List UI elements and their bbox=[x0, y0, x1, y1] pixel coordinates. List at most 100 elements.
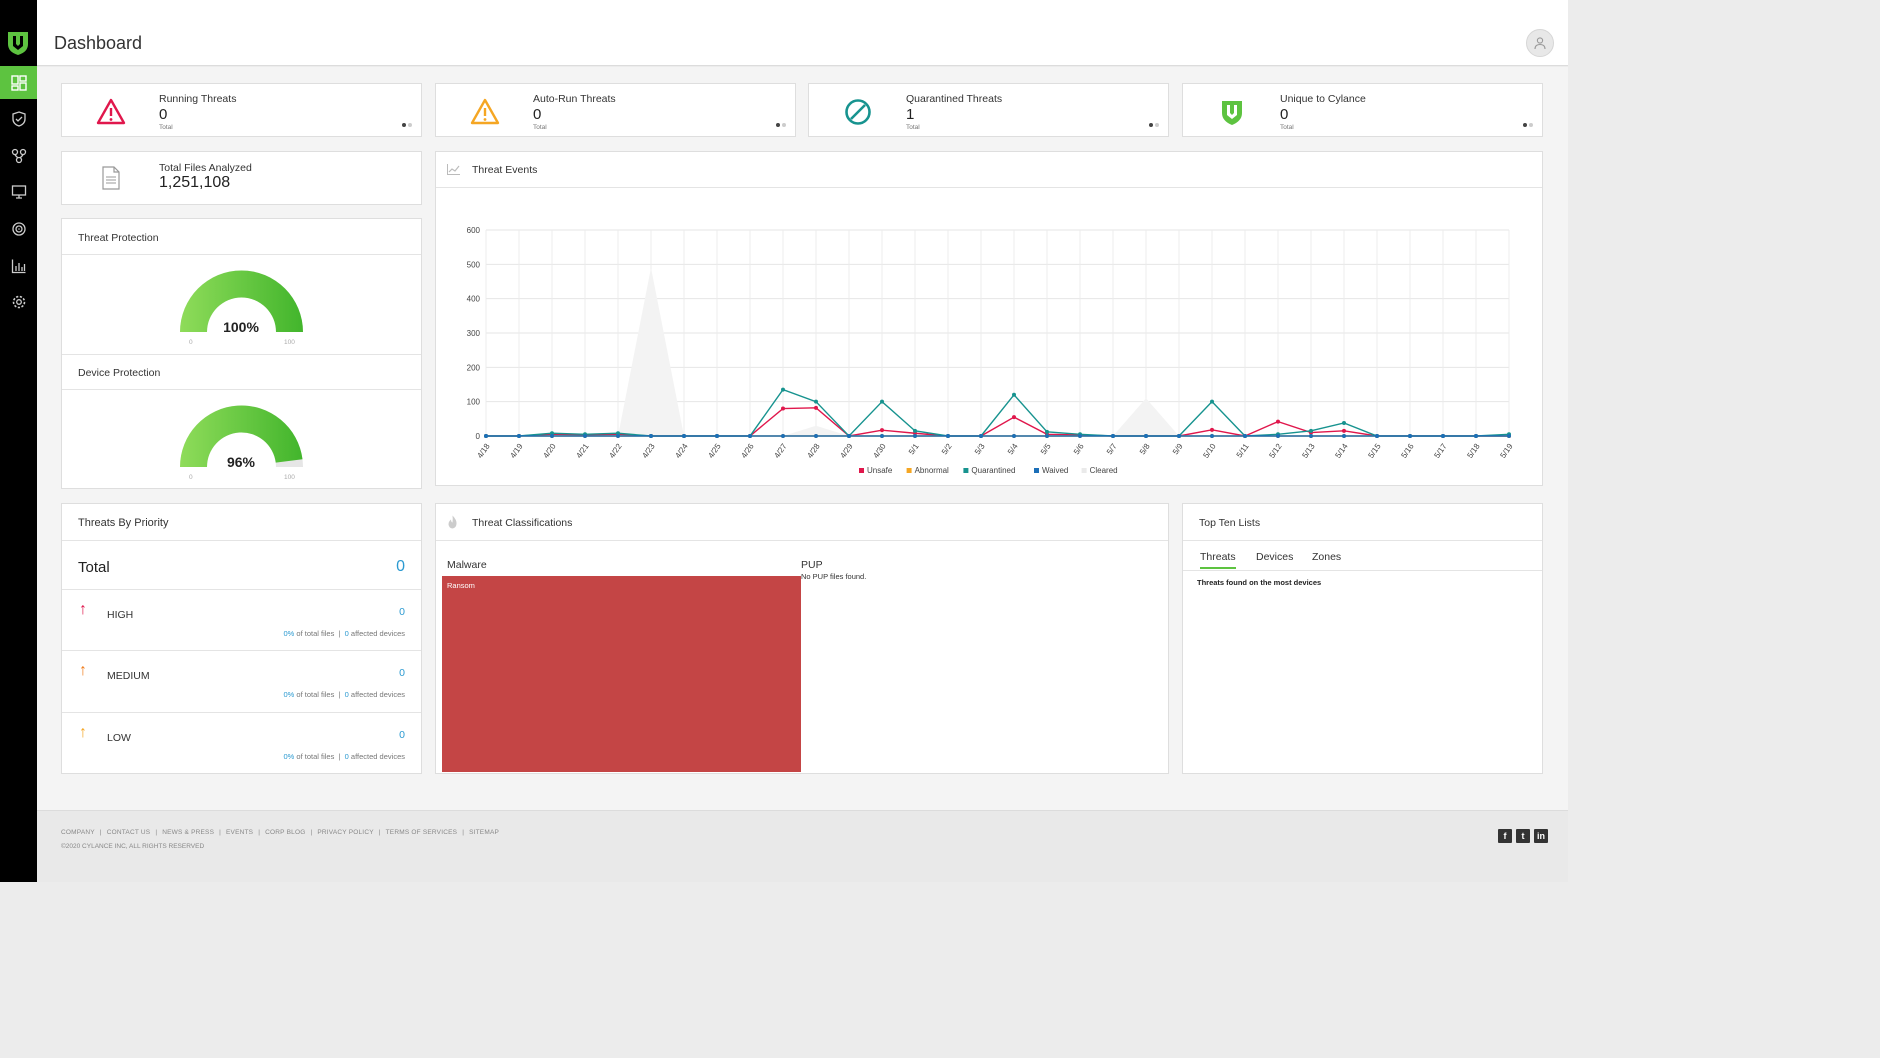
data-point-quarantined bbox=[781, 387, 785, 392]
data-point-unsafe bbox=[1276, 419, 1280, 424]
x-tick-label: 5/11 bbox=[1235, 442, 1251, 460]
stat-label: Auto-Run Threats bbox=[533, 93, 616, 105]
stat-label: Running Threats bbox=[159, 93, 237, 105]
linkedin-icon[interactable]: in bbox=[1534, 829, 1548, 843]
nav-settings[interactable] bbox=[0, 285, 37, 318]
priority-count[interactable]: 0 bbox=[399, 729, 405, 741]
priority-row-medium[interactable]: ↑ MEDIUM 0 0% of total files | 0 affecte… bbox=[62, 650, 421, 711]
nav-zones[interactable] bbox=[0, 139, 37, 172]
data-point-unsafe bbox=[1012, 415, 1016, 420]
warning-orange-icon bbox=[470, 98, 500, 125]
data-point-waived bbox=[1177, 434, 1181, 438]
tab-devices[interactable]: Devices bbox=[1256, 551, 1294, 563]
data-point-unsafe bbox=[1342, 428, 1346, 433]
nav-protect[interactable] bbox=[0, 212, 37, 245]
running-threats-card[interactable]: Running Threats 0 Total bbox=[61, 83, 422, 137]
x-tick-label: 5/2 bbox=[940, 442, 954, 457]
footer-link-company[interactable]: COMPANY bbox=[61, 829, 95, 836]
twitter-icon[interactable]: t bbox=[1516, 829, 1530, 843]
data-point-quarantined bbox=[616, 431, 620, 436]
footer-links: COMPANY | CONTACT US | NEWS & PRESS | EVENT… bbox=[61, 829, 500, 836]
warning-red-icon bbox=[96, 98, 126, 125]
x-tick-label: 4/26 bbox=[739, 442, 756, 460]
legend-label: Waived bbox=[1042, 466, 1068, 475]
footer-link-blog[interactable]: CORP BLOG bbox=[265, 829, 306, 836]
data-point-waived bbox=[1441, 434, 1445, 438]
data-point-waived bbox=[550, 434, 554, 438]
cylance-logo-icon[interactable] bbox=[6, 30, 30, 56]
classifications-title: Threat Classifications bbox=[472, 517, 573, 529]
quarantine-icon bbox=[845, 99, 871, 125]
data-point-waived bbox=[1111, 434, 1115, 438]
data-point-waived bbox=[1507, 434, 1511, 438]
devices-value: 0 bbox=[344, 629, 349, 638]
dashboard-icon bbox=[10, 74, 27, 91]
threat-protection-gauge-fill bbox=[180, 270, 303, 332]
device-protection-max: 100 bbox=[284, 474, 295, 481]
carousel-dots[interactable] bbox=[402, 123, 412, 127]
data-point-unsafe bbox=[814, 405, 818, 410]
threat-events-card: Threat Events 0 100 200 300 400 500 600 4/18 4/1… bbox=[435, 151, 1543, 486]
y-tick-label: 0 bbox=[476, 432, 481, 441]
data-point-quarantined bbox=[880, 399, 884, 404]
priority-stats: 0% of total files | 0 affected devices bbox=[283, 690, 405, 699]
data-point-waived bbox=[748, 434, 752, 438]
footer-link-terms[interactable]: TERMS OF SERVICES bbox=[385, 829, 458, 836]
x-tick-label: 5/9 bbox=[1171, 442, 1185, 457]
threat-protection-title: Threat Protection bbox=[78, 232, 159, 244]
x-tick-label: 4/27 bbox=[772, 442, 789, 460]
footer-link-events[interactable]: EVENTS bbox=[226, 829, 254, 836]
footer-link-contact[interactable]: CONTACT US bbox=[106, 829, 151, 836]
priority-row-low[interactable]: ↑ LOW 0 0% of total files | 0 affected d… bbox=[62, 712, 421, 773]
legend-swatch bbox=[1034, 468, 1039, 473]
legend-swatch bbox=[859, 468, 864, 473]
tab-threats[interactable]: Threats bbox=[1200, 551, 1236, 569]
data-point-waived bbox=[682, 434, 686, 438]
data-point-waived bbox=[1309, 434, 1313, 438]
x-tick-label: 5/5 bbox=[1039, 442, 1053, 457]
ransom-label: Ransom bbox=[447, 581, 475, 590]
priority-count[interactable]: 0 bbox=[399, 606, 405, 618]
devices-text: affected devices bbox=[350, 752, 405, 761]
legend-swatch bbox=[1081, 468, 1087, 473]
data-point-waived bbox=[1342, 434, 1346, 438]
facebook-icon[interactable]: f bbox=[1498, 829, 1512, 843]
legend-swatch bbox=[963, 468, 969, 473]
priority-row-high[interactable]: ↑ HIGH 0 0% of total files | 0 affected … bbox=[62, 589, 421, 650]
stat-sub: Total bbox=[1280, 124, 1294, 131]
data-point-waived bbox=[979, 434, 983, 438]
data-point-quarantined bbox=[1342, 420, 1346, 425]
nav-devices[interactable] bbox=[0, 175, 37, 208]
priority-total-value[interactable]: 0 bbox=[396, 558, 405, 575]
carousel-dots[interactable] bbox=[1149, 123, 1159, 127]
data-point-waived bbox=[847, 434, 851, 438]
unique-to-cylance-card[interactable]: Unique to Cylance 0 Total bbox=[1182, 83, 1543, 137]
legend-label: Unsafe bbox=[867, 466, 893, 475]
devices-text: affected devices bbox=[350, 690, 405, 699]
priority-count[interactable]: 0 bbox=[399, 667, 405, 679]
footer-link-privacy[interactable]: PRIVACY POLICY bbox=[317, 829, 374, 836]
arrow-up-icon: ↑ bbox=[79, 662, 87, 679]
carousel-dots[interactable] bbox=[776, 123, 786, 127]
x-tick-label: 5/6 bbox=[1072, 442, 1086, 457]
x-tick-label: 4/22 bbox=[607, 442, 624, 460]
nav-dashboard[interactable] bbox=[0, 66, 37, 99]
stat-value: 0 bbox=[533, 106, 542, 123]
data-point-waived bbox=[1210, 434, 1214, 438]
footer-link-sitemap[interactable]: SITEMAP bbox=[469, 829, 500, 836]
pct-value: 0% bbox=[283, 752, 295, 761]
data-point-waived bbox=[913, 434, 917, 438]
ransom-block[interactable]: Ransom bbox=[442, 576, 801, 772]
x-tick-label: 4/19 bbox=[508, 442, 525, 460]
nav-reports[interactable] bbox=[0, 249, 37, 282]
user-avatar[interactable] bbox=[1526, 29, 1554, 57]
pct-value: 0% bbox=[283, 629, 295, 638]
auto-run-threats-card[interactable]: Auto-Run Threats 0 Total bbox=[435, 83, 796, 137]
x-tick-label: 5/14 bbox=[1333, 442, 1350, 460]
nav-protection[interactable] bbox=[0, 102, 37, 135]
quarantined-threats-card[interactable]: Quarantined Threats 1 Total bbox=[808, 83, 1169, 137]
footer-link-news[interactable]: NEWS & PRESS bbox=[162, 829, 215, 836]
tab-zones[interactable]: Zones bbox=[1312, 551, 1342, 563]
carousel-dots[interactable] bbox=[1523, 123, 1533, 127]
user-icon bbox=[1534, 37, 1546, 50]
